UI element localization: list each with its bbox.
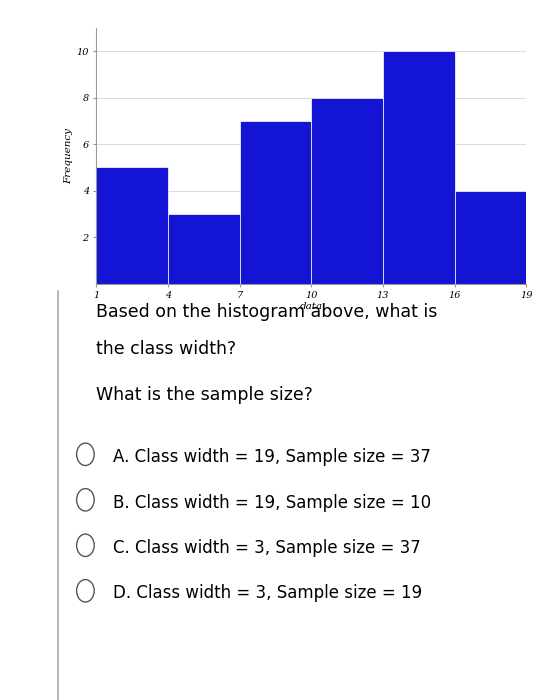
Bar — [240, 121, 311, 284]
Bar — [383, 51, 455, 284]
Text: What is the sample size?: What is the sample size? — [96, 386, 314, 404]
Text: Based on the histogram above, what is: Based on the histogram above, what is — [96, 303, 438, 321]
Text: the class width?: the class width? — [96, 340, 236, 358]
Text: A. Class width = 19, Sample size = 37: A. Class width = 19, Sample size = 37 — [113, 448, 431, 466]
Y-axis label: Frequency: Frequency — [64, 127, 73, 183]
Text: D. Class width = 3, Sample size = 19: D. Class width = 3, Sample size = 19 — [113, 584, 422, 603]
Bar — [311, 98, 383, 284]
Bar — [96, 167, 168, 284]
Bar — [455, 190, 526, 284]
X-axis label: data: data — [300, 302, 323, 311]
Text: B. Class width = 19, Sample size = 10: B. Class width = 19, Sample size = 10 — [113, 494, 431, 512]
Bar — [168, 214, 240, 284]
Text: C. Class width = 3, Sample size = 37: C. Class width = 3, Sample size = 37 — [113, 539, 421, 557]
